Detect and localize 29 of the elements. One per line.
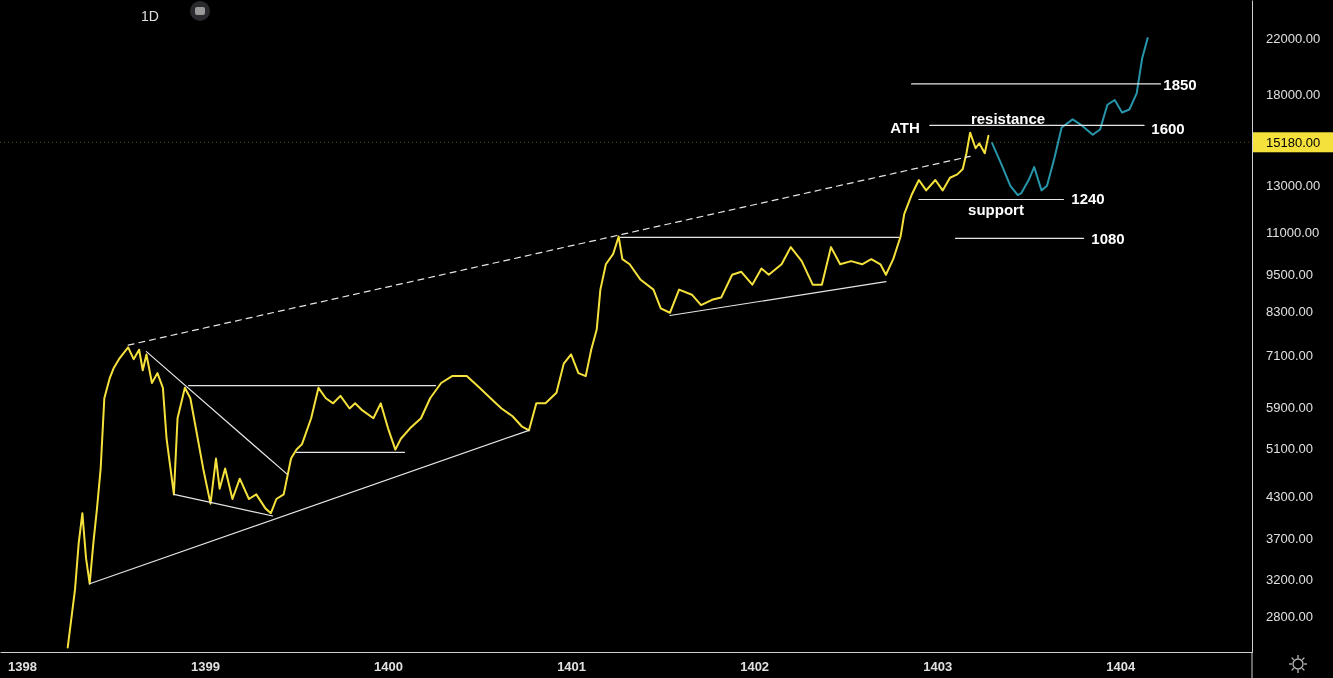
y-tick-label: 13000.00 — [1266, 178, 1321, 194]
y-tick-label: 18000.00 — [1266, 87, 1321, 103]
annotation: 1080 — [1091, 230, 1125, 248]
x-tick-label: 1402 — [740, 659, 770, 675]
x-tick-label: 1401 — [557, 659, 587, 675]
annotation: 1850 — [1163, 76, 1197, 94]
y-tick-label: 4300.00 — [1266, 489, 1313, 505]
x-tick-label: 1404 — [1106, 659, 1136, 675]
annotation: ATH — [890, 119, 920, 137]
x-tick-label: 1403 — [923, 659, 953, 675]
y-tick-label: 22000.00 — [1266, 30, 1321, 46]
x-tick-label: 1400 — [374, 659, 404, 675]
y-tick-label: 3700.00 — [1266, 531, 1313, 547]
x-tick-label: 1398 — [8, 659, 37, 675]
annotation: resistance — [970, 110, 1046, 128]
y-tick-label: 2800.00 — [1266, 609, 1313, 625]
annotation: 1240 — [1071, 190, 1105, 208]
y-tick-label: 7100.00 — [1266, 348, 1313, 364]
ref-line-label: 15180.00 — [1266, 135, 1321, 151]
annotation: support — [968, 201, 1024, 219]
annotation: 1D — [141, 7, 159, 24]
y-tick-label: 5900.00 — [1266, 400, 1313, 416]
x-tick-label: 1399 — [191, 659, 220, 675]
y-tick-label: 11000.00 — [1266, 225, 1320, 241]
y-tick-label: 5100.00 — [1266, 441, 1313, 457]
y-tick-label: 9500.00 — [1266, 266, 1313, 282]
annotation: 1600 — [1151, 120, 1185, 138]
y-tick-label: 3200.00 — [1266, 571, 1313, 587]
y-tick-label: 8300.00 — [1266, 304, 1313, 320]
